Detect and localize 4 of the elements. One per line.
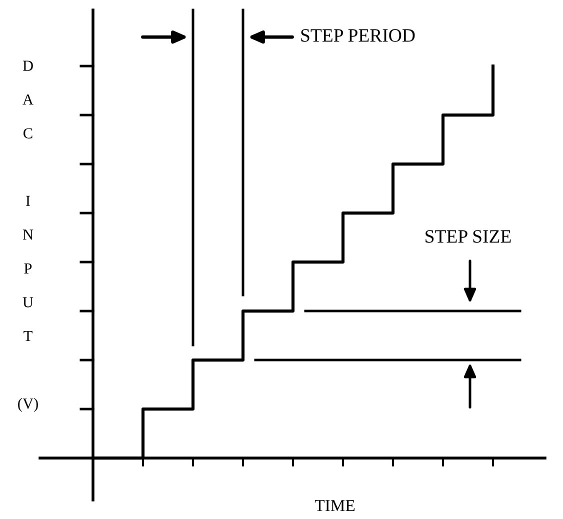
text: DAC INPUT (V) <box>18 60 38 412</box>
x-axis-title: TIME <box>314 500 355 512</box>
annotation: STEP SIZE <box>426 230 511 243</box>
text: STEP PERIOD <box>301 29 415 42</box>
